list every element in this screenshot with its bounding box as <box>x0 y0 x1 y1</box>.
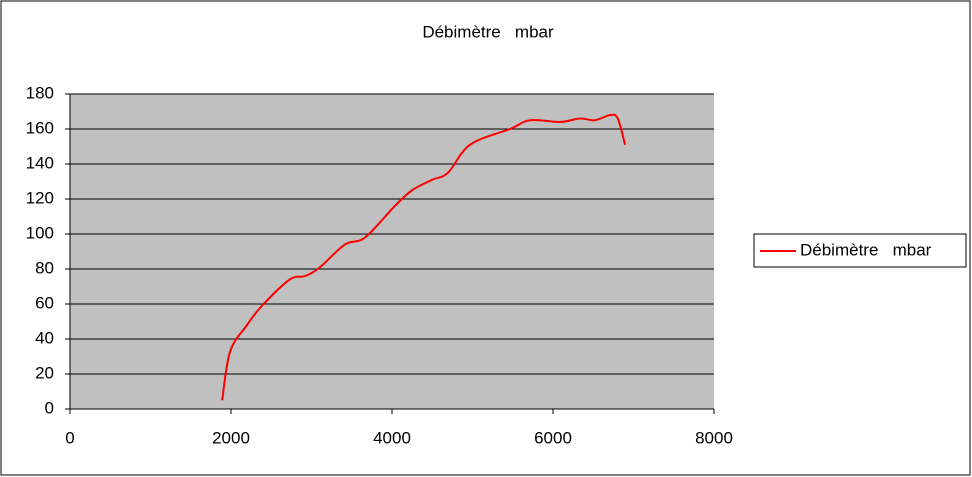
legend-label: Débimètre mbar <box>800 240 932 259</box>
y-tick-label: 140 <box>26 153 54 172</box>
x-tick-label: 4000 <box>373 428 411 447</box>
chart-title: Débimètre mbar <box>422 22 554 41</box>
y-tick-label: 120 <box>26 188 54 207</box>
y-tick-label: 0 <box>45 398 54 417</box>
x-tick-label: 0 <box>65 428 74 447</box>
y-tick-label: 20 <box>35 363 54 382</box>
x-tick-label: 6000 <box>534 428 572 447</box>
y-tick-label: 160 <box>26 118 54 137</box>
series-line <box>221 113 627 401</box>
y-tick-label: 180 <box>26 83 54 102</box>
y-tick-label: 60 <box>35 293 54 312</box>
plot-area <box>70 94 714 409</box>
x-tick-label: 8000 <box>695 428 733 447</box>
y-tick-label: 100 <box>26 223 54 242</box>
y-tick-label: 40 <box>35 328 54 347</box>
y-tick-label: 80 <box>35 258 54 277</box>
x-tick-label: 2000 <box>212 428 250 447</box>
